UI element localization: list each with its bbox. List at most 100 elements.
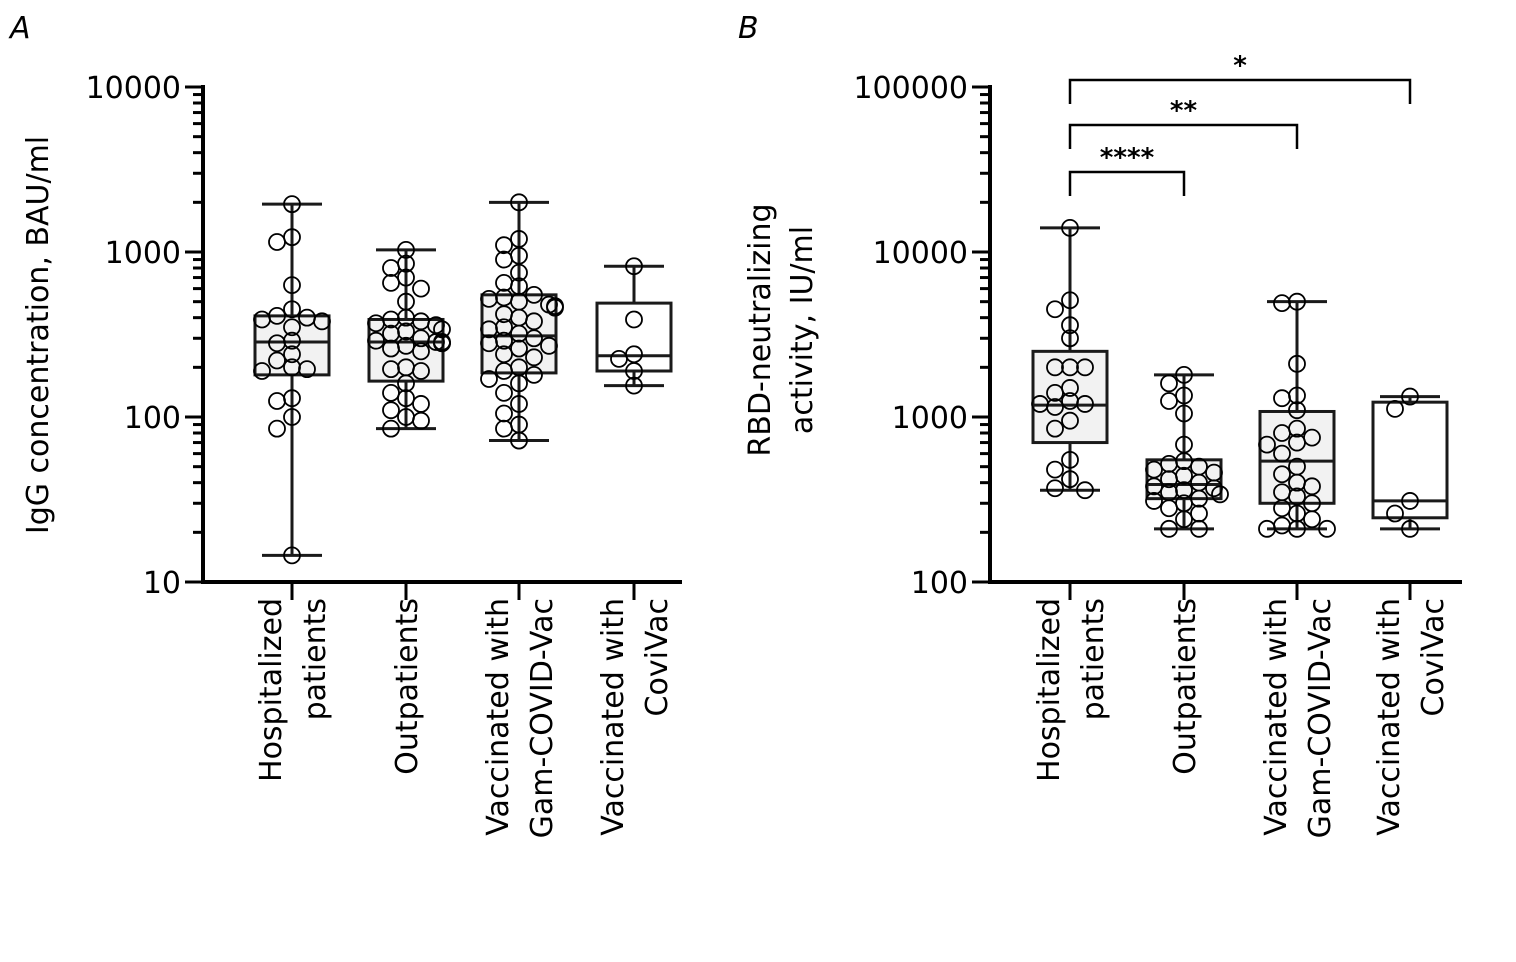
- data-point: [313, 312, 331, 331]
- y-tick-label: 10000: [86, 71, 181, 106]
- data-point: [1273, 294, 1291, 313]
- data-point: [510, 263, 528, 282]
- data-point: [412, 342, 430, 361]
- data-point: [382, 383, 400, 402]
- data-point: [1160, 499, 1178, 518]
- data-point: [1046, 419, 1064, 438]
- data-point: [397, 374, 415, 393]
- data-point: [1401, 492, 1419, 510]
- data-point: [625, 310, 643, 329]
- data-point: [1046, 383, 1064, 402]
- data-point: [283, 345, 301, 364]
- data-point: [525, 285, 543, 304]
- data-point: [1273, 424, 1291, 442]
- x-category-label: Gam-COVID-Vac: [1303, 598, 1338, 838]
- data-point: [480, 334, 498, 353]
- data-point: [510, 431, 528, 450]
- iqr-box: [367, 317, 445, 383]
- data-point: [610, 349, 628, 368]
- data-point: [412, 395, 430, 413]
- y-tick-label: 1000: [105, 236, 181, 271]
- box-plot: [1258, 300, 1336, 531]
- data-point: [1061, 470, 1079, 489]
- data-point: [1258, 519, 1276, 538]
- data-point: [1160, 470, 1178, 489]
- y-tick-label: 100000: [853, 71, 968, 106]
- x-category-label: Vaccinated with: [481, 598, 516, 836]
- data-point: [625, 257, 643, 276]
- data-point: [480, 320, 498, 339]
- data-point: [625, 376, 643, 395]
- data-point: [412, 362, 430, 380]
- data-point: [525, 365, 543, 384]
- data-point: [1318, 519, 1336, 538]
- data-point: [283, 276, 301, 295]
- significance-bracket: [1068, 123, 1299, 149]
- data-point: [412, 411, 430, 430]
- data-point: [1386, 504, 1404, 523]
- significance-bracket: [1068, 78, 1412, 104]
- data-point: [1061, 218, 1079, 237]
- y-tick-label: 10000: [873, 236, 968, 271]
- data-point: [510, 374, 528, 393]
- data-point: [495, 273, 513, 292]
- data-point: [397, 389, 415, 408]
- data-point: [1061, 450, 1079, 469]
- data-point: [1160, 392, 1178, 410]
- data-point: [1145, 492, 1163, 510]
- data-point: [1288, 487, 1306, 506]
- data-point: [510, 193, 528, 212]
- data-point: [1046, 300, 1064, 319]
- data-point: [283, 408, 301, 426]
- data-point: [283, 195, 301, 214]
- data-point: [1273, 465, 1291, 484]
- significance-label: *: [1233, 51, 1247, 81]
- y-tick-label: 100: [124, 401, 181, 436]
- data-point: [268, 392, 286, 410]
- data-point: [1160, 519, 1178, 538]
- data-point: [1288, 433, 1306, 452]
- data-point: [495, 236, 513, 255]
- data-point: [1046, 398, 1064, 416]
- data-point: [1061, 411, 1079, 430]
- data-point: [382, 273, 400, 292]
- data-point: [412, 279, 430, 298]
- data-point: [1046, 358, 1064, 377]
- data-point: [1175, 404, 1193, 423]
- data-point: [495, 383, 513, 402]
- box-plot: [1371, 395, 1449, 531]
- data-point: [510, 395, 528, 413]
- data-point: [1061, 291, 1079, 310]
- data-point: [253, 362, 271, 380]
- data-point: [1046, 460, 1064, 479]
- x-category-label: Vaccinated with: [596, 598, 631, 836]
- data-point: [367, 331, 385, 350]
- data-point: [1288, 401, 1306, 420]
- data-point: [1190, 504, 1208, 523]
- significance-label: **: [1170, 96, 1198, 126]
- data-point: [1258, 435, 1276, 454]
- x-category-label: patients: [298, 598, 333, 720]
- data-point: [283, 318, 301, 337]
- x-category-label: Vaccinated with: [1259, 598, 1294, 836]
- data-point: [1190, 519, 1208, 538]
- data-point: [1175, 365, 1193, 384]
- data-point: [268, 334, 286, 353]
- data-point: [495, 362, 513, 380]
- panel-label: A: [8, 11, 31, 46]
- box-plot: [595, 264, 673, 388]
- data-point: [283, 300, 301, 319]
- data-point: [268, 351, 286, 370]
- data-point: [1145, 477, 1163, 496]
- x-category-label: Hospitalized: [1032, 598, 1067, 782]
- data-point: [540, 336, 558, 355]
- y-tick-label: 1000: [892, 401, 968, 436]
- data-point: [1303, 510, 1321, 529]
- data-point: [1061, 329, 1079, 348]
- data-point: [382, 324, 400, 343]
- data-point: [1175, 386, 1193, 405]
- data-point: [1303, 477, 1321, 496]
- data-point: [1175, 510, 1193, 529]
- x-category-label: patients: [1076, 598, 1111, 720]
- data-point: [1288, 354, 1306, 373]
